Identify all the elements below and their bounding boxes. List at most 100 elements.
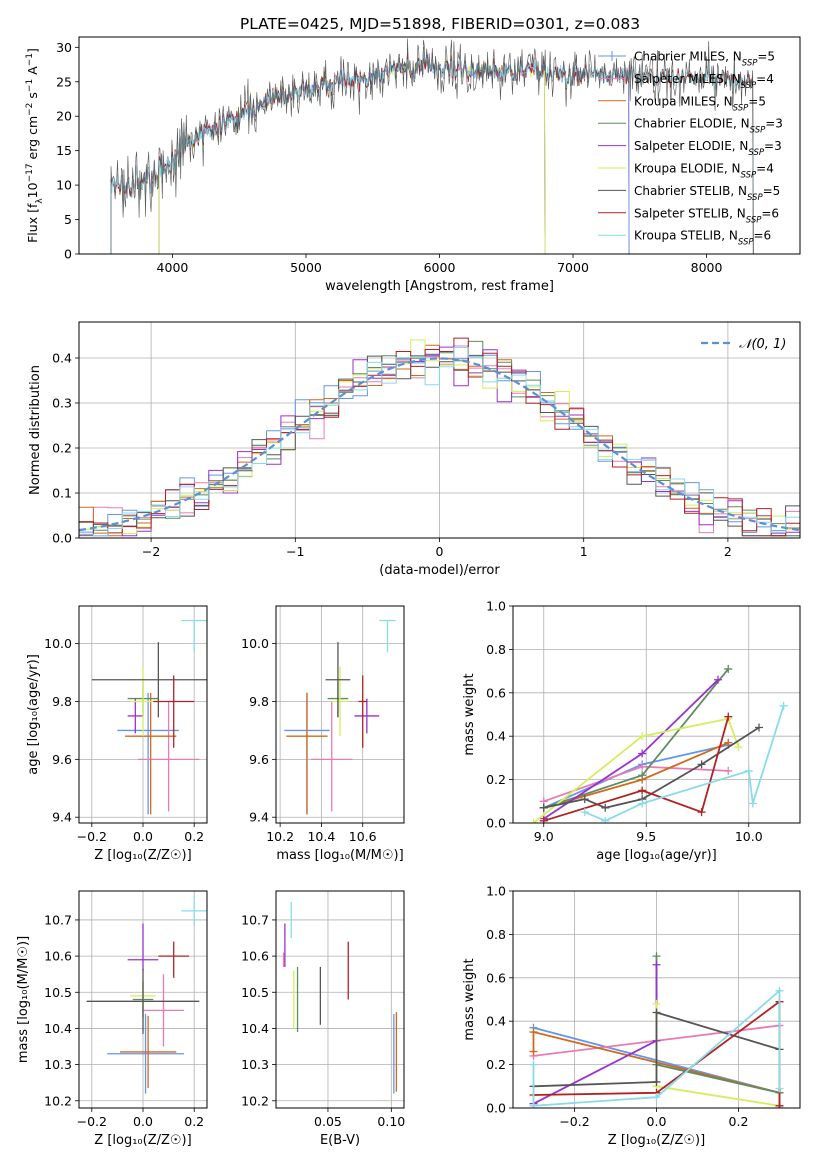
age-vs-Z-point-salpeter-elodie [127, 698, 143, 734]
age-vs-Z-plot [91, 619, 207, 815]
mass-vs-Z-ytick-label: 10.2 [44, 1093, 72, 1108]
weight-vs-age-xtick-label: 9.5 [636, 829, 656, 844]
age-vs-mass-point-chabrier-stelib [325, 642, 351, 718]
weight-vs-age-marker [601, 816, 610, 823]
weight-vs-Z-marker [529, 1101, 538, 1108]
mass-vs-EBV-xtick-label: 0.05 [314, 1114, 342, 1129]
spectrum-xtick-label: 6000 [424, 260, 456, 275]
legend-label: Kroupa ELODIE, NSSP=4 [634, 162, 774, 181]
weight-vs-age-series-salpeter-stelib [539, 712, 733, 823]
age-vs-Z-point-kroupa-stelib [181, 619, 207, 653]
spectrum-xtick-label: 5000 [290, 260, 322, 275]
residuals-xtick-label: 0 [436, 544, 444, 559]
age-vs-mass-plot [284, 619, 396, 815]
weight-vs-Z-ytick-label: 0.6 [486, 970, 506, 985]
weight-vs-Z-frame [512, 890, 801, 1109]
weight-vs-age-marker [601, 803, 610, 812]
weight-vs-Z-marker [529, 1060, 538, 1069]
weight-vs-age-marker [714, 675, 722, 684]
weight-vs-Z-marker [529, 1028, 538, 1037]
legend-label-sub: SSP [741, 81, 757, 91]
legend-label: Chabrier MILES, NSSP=5 [634, 50, 775, 69]
legend-label-sub: SSP [748, 148, 764, 158]
spectrum-xtick-label: 8000 [691, 260, 723, 275]
legend-label: Chabrier ELODIE, NSSP=3 [634, 117, 783, 136]
weight-vs-age-marker [755, 723, 763, 732]
weight-vs-age-frame [512, 605, 801, 824]
mass-vs-Z-point-kroupa-stelib [181, 896, 207, 926]
mass-vs-EBV-ytick-label: 10.2 [241, 1093, 269, 1108]
mass-vs-Z-point-salpeter-stelib [158, 941, 190, 978]
spectrum-frame [78, 36, 801, 255]
age-vs-Z-point-kroupa-elodie [130, 666, 156, 737]
plots-layer: 4000 5000 6000 7000 8000051015202530waveleng… [16, 36, 801, 1148]
weight-vs-Z-marker [652, 1077, 661, 1086]
spectrum-ytick-label: 30 [56, 40, 72, 55]
spectrum-xlabel: wavelength [Angstrom, rest frame] [325, 279, 554, 294]
age-vs-Z-point-chabrier-miles [117, 692, 179, 815]
weight-vs-Z-marker [652, 999, 661, 1008]
residuals-ylabel: Normed distribution [28, 365, 43, 495]
weight-vs-age-marker [539, 816, 548, 823]
legend-label: Salpeter ELODIE, NSSP=3 [634, 139, 782, 158]
legend-label: Kroupa STELIB, NSSP=6 [634, 229, 771, 248]
spectrum-xtick-label: 4000 [157, 260, 189, 275]
mass-vs-Z-xtick-label: −0.2 [77, 1114, 107, 1129]
mass-vs-Z-point-salpeter-miles [143, 974, 184, 1047]
weight-vs-age-xtick-label: 10.0 [735, 829, 763, 844]
legend-label-name: Kroupa ELODIE, N [634, 162, 741, 176]
weight-vs-age-marker [638, 762, 647, 771]
weight-vs-age-xlabel: age [log₁₀(age/yr)] [596, 848, 717, 863]
spectrum-ylabel-part: A [25, 66, 40, 79]
age-vs-mass-xtick-label: 10.4 [307, 829, 335, 844]
legend-label-name: Chabrier ELODIE, N [634, 117, 750, 131]
spectrum-ylabel-part: −2 [25, 103, 35, 116]
residuals-xtick-label: −2 [142, 544, 160, 559]
mass-vs-Z-ytick-label: 10.7 [44, 912, 72, 927]
weight-vs-age-marker [697, 760, 706, 769]
weight-vs-age-series-chabrier-elodie [539, 664, 733, 812]
weight-vs-Z-ytick-label: 0.4 [486, 1014, 506, 1029]
weight-vs-age-marker [779, 701, 788, 710]
mass-vs-Z-xtick-label: 0.2 [184, 1114, 204, 1129]
weight-vs-age-marker [580, 795, 589, 804]
spectrum-ylabel-part: −1 [25, 79, 35, 92]
weight-vs-age-ytick-label: 0.4 [486, 729, 506, 744]
age-vs-mass-xtick-label: 10.6 [349, 829, 377, 844]
age-vs-mass-point-salpeter-stelib [358, 675, 367, 748]
weight-vs-age-marker [539, 803, 548, 812]
age-vs-mass-ytick-label: 9.8 [249, 694, 269, 709]
mass-vs-Z-ytick-label: 10.6 [44, 949, 72, 964]
spectrum-ylabel-part: −1 [25, 53, 35, 66]
legend-label-name: Chabrier STELIB, N [634, 184, 747, 198]
legend-label-nssp: =6 [761, 206, 779, 220]
legend-label-name: Kroupa STELIB, N [634, 229, 738, 243]
spectrum-ytick-label: 20 [56, 109, 72, 124]
weight-vs-Z-xlabel: Z [log₁₀(Z/Z☉)] [608, 1133, 705, 1148]
weight-vs-age-ytick-label: 1.0 [486, 599, 506, 614]
mass-vs-EBV-ytick-label: 10.5 [241, 985, 269, 1000]
spectrum-xtick-label: 7000 [557, 260, 589, 275]
weight-vs-age-marker [748, 799, 757, 808]
weight-vs-age-line [543, 726, 760, 809]
weight-vs-age-series-kroupa-stelib [580, 701, 788, 823]
weight-vs-age-ytick-label: 0.0 [486, 816, 506, 831]
weight-vs-age-marker [638, 799, 647, 808]
legend-label-sub: SSP [746, 215, 762, 225]
mass-vs-Z-point-chabrier-stelib [86, 968, 200, 1034]
mass-vs-EBV-xlabel: E(B-V) [320, 1133, 360, 1148]
age-vs-Z-axes: −0.2 0.0 0.2 9.4 9.6 9.8 10.0 Z [log₁₀(Z/Z☉)] ag… [26, 606, 207, 863]
age-vs-mass-xtick-label: 10.2 [266, 829, 294, 844]
weight-vs-Z-marker [529, 1047, 538, 1056]
legend-label-nssp: =3 [765, 117, 783, 131]
legend-label: Chabrier STELIB, NSSP=5 [634, 184, 780, 203]
residuals-axes: −2 −1 0 1 2 0.0 0.1 0.2 0.3 0.4 (data-model)/error… [28, 322, 800, 578]
weight-vs-age-marker [638, 749, 647, 758]
spectrum-ytick-label: 10 [56, 178, 72, 193]
mass-vs-Z-plot [86, 896, 207, 1094]
residuals-xtick-label: 1 [580, 544, 588, 559]
age-vs-Z-xlabel: Z [log₁₀(Z/Z☉)] [94, 848, 191, 863]
legend-label: Kroupa MILES, NSSP=5 [634, 94, 766, 113]
weight-vs-Z-marker [652, 1008, 661, 1017]
